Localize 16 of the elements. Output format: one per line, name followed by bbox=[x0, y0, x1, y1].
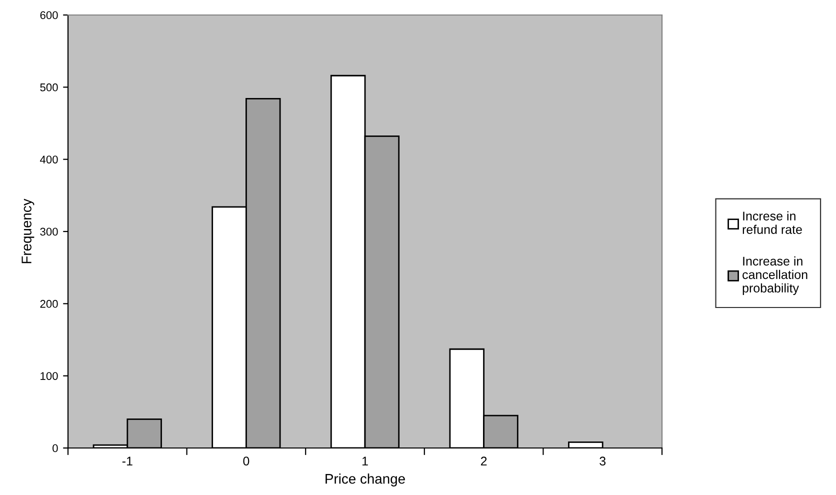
y-tick-label: 300 bbox=[40, 228, 58, 236]
y-tick-label: 0 bbox=[52, 444, 58, 452]
legend-label: Increase in cancellation probability bbox=[742, 256, 808, 295]
y-tick-label: 100 bbox=[40, 372, 58, 380]
x-tick-label: 3 bbox=[600, 456, 606, 466]
y-tick-label: 500 bbox=[40, 83, 58, 92]
legend-label: Increse in refund rate bbox=[742, 211, 802, 234]
x-tick-label: 2 bbox=[480, 456, 487, 466]
x-tick-label: 0 bbox=[243, 456, 250, 466]
y-axis-title: Frequency bbox=[22, 198, 34, 264]
y-tick-label: 200 bbox=[40, 300, 58, 308]
x-axis-title: Price change bbox=[326, 474, 405, 486]
x-tick-label: 1 bbox=[362, 456, 368, 466]
x-tick-label: -1 bbox=[122, 456, 132, 466]
y-tick-label: 600 bbox=[40, 11, 58, 20]
y-tick-label: 400 bbox=[40, 156, 58, 164]
